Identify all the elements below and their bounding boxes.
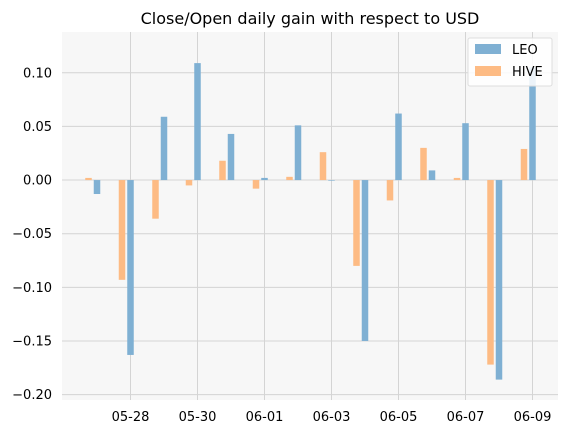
legend: LEO HIVE [467, 37, 553, 87]
x-tick-label: 05-28 [112, 410, 150, 425]
bar-hive-2023-05-31 [219, 160, 226, 181]
y-tick-label: 0.10 [23, 66, 52, 81]
bar-leo-2023-05-27 [93, 180, 101, 195]
legend-swatch-hive [475, 66, 501, 76]
chart-title: Close/Open daily gain with respect to US… [141, 9, 480, 28]
y-tick-label: 0.00 [23, 174, 52, 189]
y-axis: 0.10 0.05 0.00 −0.05 −0.10 −0.15 −0.20 [12, 66, 52, 403]
y-tick-label: −0.15 [12, 334, 52, 349]
y-tick-label: −0.05 [12, 227, 52, 242]
bar-hive-2023-06-03 [319, 152, 327, 181]
y-tick-label: −0.20 [12, 388, 52, 403]
bar-leo-2023-06-04 [361, 180, 369, 341]
x-tick-label: 06-05 [380, 410, 418, 425]
bar-leo-2023-06-08 [495, 180, 503, 380]
bar-hive-2023-06-04 [353, 180, 360, 266]
bar-leo-2023-05-29 [160, 116, 168, 181]
grid [62, 32, 558, 400]
bar-hive-2023-06-02 [286, 176, 293, 181]
bar-hive-2023-05-29 [152, 180, 159, 219]
x-tick-label: 06-03 [313, 410, 351, 425]
bar-leo-2023-06-06 [428, 170, 436, 181]
bar-leo-2023-05-30 [194, 63, 201, 181]
legend-label-leo: LEO [512, 43, 538, 58]
bar-leo-2023-06-07 [462, 123, 469, 181]
bar-hive-2023-06-05 [386, 180, 394, 201]
x-tick-label: 05-30 [179, 410, 217, 425]
y-tick-label: −0.10 [12, 281, 52, 296]
bar-hive-2023-05-27 [85, 177, 92, 181]
bar-leo-2023-05-28 [127, 180, 134, 355]
bar-leo-2023-06-02 [294, 125, 302, 181]
bar-leo-2023-06-03 [328, 180, 335, 181]
x-tick-label: 06-07 [447, 410, 485, 425]
bars [85, 63, 536, 380]
bar-hive-2023-05-30 [185, 180, 193, 186]
x-tick-label: 06-01 [246, 410, 284, 425]
plot-area [62, 32, 558, 400]
x-tick-label: 06-09 [514, 410, 552, 425]
legend-label-hive: HIVE [512, 65, 543, 80]
bar-hive-2023-06-09 [520, 148, 528, 181]
bar-leo-2023-05-31 [227, 133, 235, 181]
y-tick-label: 0.05 [23, 120, 52, 135]
bar-hive-2023-05-28 [118, 180, 126, 280]
bar-hive-2023-06-07 [453, 177, 461, 181]
bar-leo-2023-06-05 [395, 113, 402, 181]
x-axis: 05-28 05-30 06-01 06-03 06-05 06-07 06-09 [112, 410, 552, 425]
legend-swatch-leo [475, 44, 501, 54]
bar-hive-2023-06-01 [252, 180, 260, 189]
bar-hive-2023-06-06 [420, 147, 427, 181]
bar-hive-2023-06-08 [487, 180, 494, 365]
bar-leo-2023-06-01 [261, 177, 268, 181]
bar-leo-2023-06-09 [529, 67, 536, 181]
